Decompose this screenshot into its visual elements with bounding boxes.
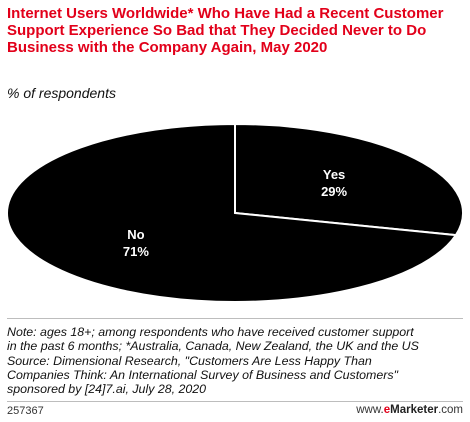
source-line: Companies Think: An International Survey… xyxy=(7,367,398,382)
source-line: Source: Dimensional Research, "Customers… xyxy=(7,353,372,368)
pie-label-yes: Yes xyxy=(323,167,345,182)
note-line: Note: ages 18+; among respondents who ha… xyxy=(7,325,414,339)
source-line: sponsored by [24]7.ai, July 28, 2020 xyxy=(7,382,207,397)
pie-labels: Yes 29% No 71% xyxy=(123,167,348,259)
pie-slice-yes xyxy=(234,122,464,237)
pie-label-no: No xyxy=(127,227,144,242)
pie-chart: Yes 29% No 71% xyxy=(6,122,464,303)
pie-value-no: 71% xyxy=(123,244,149,259)
chart-notes: Note: ages 18+; among respondents who ha… xyxy=(7,325,465,396)
pie-slices xyxy=(6,122,464,303)
chart-title: Internet Users Worldwide* Who Have Had a… xyxy=(7,5,444,56)
brand-e: e xyxy=(383,404,391,416)
chart-id: 257367 xyxy=(7,405,44,417)
brand-link[interactable]: www.eMarketer.com xyxy=(356,404,463,416)
brand-name: Marketer xyxy=(390,404,439,416)
pie-slice-no xyxy=(6,122,458,303)
divider-top xyxy=(7,318,463,319)
divider-bottom xyxy=(7,401,463,402)
note-line: in the past 6 months; *Australia, Canada… xyxy=(7,339,419,354)
brand-suffix: .com xyxy=(438,404,463,416)
chart-subtitle: % of respondents xyxy=(7,85,116,101)
pie-value-yes: 29% xyxy=(321,184,347,199)
brand-prefix: www. xyxy=(356,404,384,416)
